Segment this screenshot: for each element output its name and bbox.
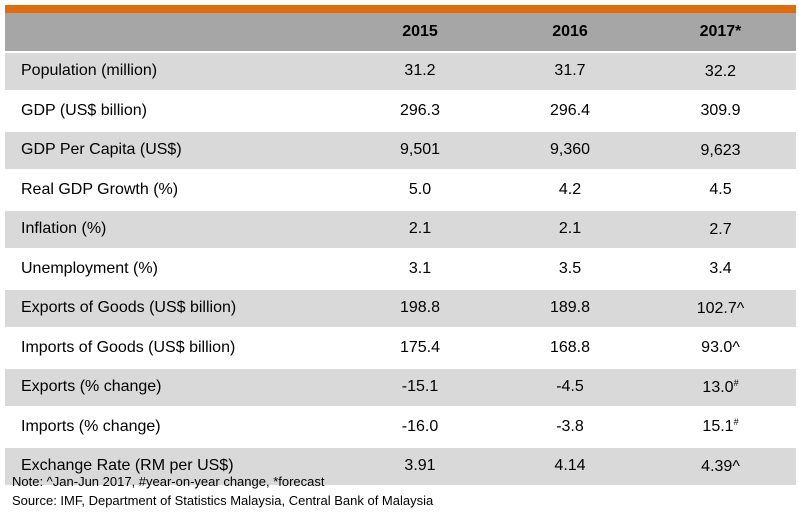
cell-2017-value: 309.9 bbox=[700, 102, 741, 120]
table-row: GDP (US$ billion) 296.3 296.4 309.9 bbox=[5, 91, 796, 132]
row-label: Exports (% change) bbox=[5, 367, 345, 408]
cell-2016: -3.8 bbox=[495, 407, 645, 448]
cell-2015: 175.4 bbox=[345, 328, 495, 369]
footnotes: Note: ^Jan-Jun 2017, #year-on-year chang… bbox=[12, 472, 433, 510]
row-label: Unemployment (%) bbox=[5, 249, 345, 290]
cell-2017: 93.0^ bbox=[645, 328, 796, 369]
table-row: GDP Per Capita (US$) 9,501 9,360 9,623 bbox=[5, 130, 796, 171]
row-label: Exchange Rate (RM per US$) bbox=[5, 446, 345, 487]
cell-2017: 9,623 bbox=[645, 130, 796, 171]
cell-2016: 4.2 bbox=[495, 170, 645, 211]
table-row: Exports of Goods (US$ billion) 198.8 189… bbox=[5, 288, 796, 329]
cell-2016: 3.5 bbox=[495, 249, 645, 290]
cell-2016: 2.1 bbox=[495, 209, 645, 250]
cell-2017: 15.1# bbox=[645, 407, 796, 448]
cell-2015: 5.0 bbox=[345, 170, 495, 211]
source-text: Source: IMF, Department of Statistics Ma… bbox=[12, 493, 434, 508]
cell-2017: 13.0# bbox=[645, 367, 796, 408]
cell-2017-value: 9,623 bbox=[700, 141, 741, 159]
cell-2017-value: 13.0 bbox=[702, 378, 734, 396]
row-label: Population (million) bbox=[5, 51, 345, 92]
cell-2016: 4.14 bbox=[495, 446, 645, 487]
table-row: Imports (% change) -16.0 -3.8 15.1# bbox=[5, 407, 796, 448]
cell-2017-value: 4.39^ bbox=[701, 457, 740, 475]
cell-2015: 3.91 bbox=[345, 446, 495, 487]
cell-2017-mark: # bbox=[733, 417, 739, 428]
table-row: Exchange Rate (RM per US$) 3.91 4.14 4.3… bbox=[5, 446, 796, 487]
table-row: Unemployment (%) 3.1 3.5 3.4 bbox=[5, 249, 796, 290]
cell-2015: -15.1 bbox=[345, 367, 495, 408]
header-cell-2015: 2015 bbox=[345, 13, 495, 53]
table-row: Inflation (%) 2.1 2.1 2.7 bbox=[5, 209, 796, 250]
cell-2016: 189.8 bbox=[495, 288, 645, 329]
cell-2015: 2.1 bbox=[345, 209, 495, 250]
table-row: Population (million) 31.2 31.7 32.2 bbox=[5, 51, 796, 92]
accent-bar bbox=[5, 5, 796, 13]
note-text: Note: ^Jan-Jun 2017, #year-on-year chang… bbox=[12, 474, 325, 489]
cell-2015: 296.3 bbox=[345, 91, 495, 132]
cell-2017-value: 93.0^ bbox=[701, 339, 740, 357]
row-label: Inflation (%) bbox=[5, 209, 345, 250]
cell-2017-value: 102.7^ bbox=[696, 299, 745, 317]
cell-2016: 168.8 bbox=[495, 328, 645, 369]
cell-2016: -4.5 bbox=[495, 367, 645, 408]
cell-2015: -16.0 bbox=[345, 407, 495, 448]
cell-2017-value: 4.5 bbox=[709, 181, 732, 199]
header-cell-label bbox=[5, 13, 345, 53]
table-row: Imports of Goods (US$ billion) 175.4 168… bbox=[5, 328, 796, 369]
cell-2017: 32.2 bbox=[645, 51, 796, 92]
row-label: GDP Per Capita (US$) bbox=[5, 130, 345, 171]
header-cell-2017: 2017* bbox=[645, 13, 796, 53]
cell-2017: 102.7^ bbox=[645, 288, 796, 329]
cell-2017-value: 2.7 bbox=[709, 220, 732, 238]
cell-2016: 9,360 bbox=[495, 130, 645, 171]
cell-2017-mark: # bbox=[733, 377, 739, 388]
row-label: Imports (% change) bbox=[5, 407, 345, 448]
indicators-table: 2015 2016 2017* Population (million) 31.… bbox=[5, 13, 796, 487]
cell-2017: 4.5 bbox=[645, 170, 796, 211]
header-cell-2016: 2016 bbox=[495, 13, 645, 53]
cell-2017: 3.4 bbox=[645, 249, 796, 290]
cell-2017-value: 32.2 bbox=[704, 62, 737, 80]
table-header-row: 2015 2016 2017* bbox=[5, 13, 796, 53]
table-row: Exports (% change) -15.1 -4.5 13.0# bbox=[5, 367, 796, 408]
cell-2017: 4.39^ bbox=[645, 446, 796, 487]
row-label: Exports of Goods (US$ billion) bbox=[5, 288, 345, 329]
row-label: Imports of Goods (US$ billion) bbox=[5, 328, 345, 369]
row-label: Real GDP Growth (%) bbox=[5, 170, 345, 211]
cell-2017: 2.7 bbox=[645, 209, 796, 250]
cell-2015: 198.8 bbox=[345, 288, 495, 329]
table-row: Real GDP Growth (%) 5.0 4.2 4.5 bbox=[5, 170, 796, 211]
cell-2015: 9,501 bbox=[345, 130, 495, 171]
cell-2015: 31.2 bbox=[345, 51, 495, 92]
cell-2016: 296.4 bbox=[495, 91, 645, 132]
row-label: GDP (US$ billion) bbox=[5, 91, 345, 132]
cell-2016: 31.7 bbox=[495, 51, 645, 92]
cell-2015: 3.1 bbox=[345, 249, 495, 290]
cell-2017-value: 3.4 bbox=[709, 260, 732, 278]
cell-2017: 309.9 bbox=[645, 91, 796, 132]
cell-2017-value: 15.1 bbox=[702, 418, 734, 436]
